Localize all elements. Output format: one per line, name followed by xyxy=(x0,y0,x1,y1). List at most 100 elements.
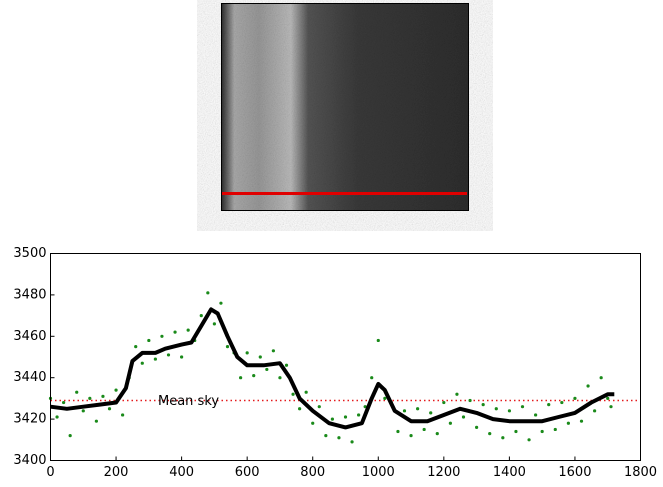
smoothed-line xyxy=(50,307,615,430)
x-tick-label: 1400 xyxy=(493,465,526,480)
data-point xyxy=(121,413,125,417)
data-point xyxy=(265,367,269,372)
data-point xyxy=(560,400,564,405)
data-point xyxy=(573,396,577,400)
data-point xyxy=(579,419,584,423)
data-point xyxy=(101,394,105,398)
data-point xyxy=(409,434,413,438)
data-point xyxy=(62,400,66,405)
y-tick-label: 3420 xyxy=(13,412,46,427)
y-tick-label: 3460 xyxy=(13,329,46,344)
data-point xyxy=(147,338,151,343)
data-point xyxy=(343,415,348,419)
data-point xyxy=(330,417,334,421)
data-point xyxy=(494,407,498,411)
data-point xyxy=(68,434,72,438)
data-point xyxy=(396,429,400,434)
data-point xyxy=(107,407,112,411)
data-point xyxy=(442,400,446,405)
data-point xyxy=(599,376,603,380)
x-tick-label: 200 xyxy=(104,465,129,480)
data-point xyxy=(402,409,407,413)
data-point xyxy=(461,415,466,419)
data-point xyxy=(88,396,92,400)
data-point xyxy=(304,390,308,394)
y-tick-label: 3440 xyxy=(13,370,46,385)
data-point xyxy=(514,429,518,434)
data-point xyxy=(475,425,479,429)
data-point xyxy=(284,363,289,367)
data-point xyxy=(278,376,282,380)
data-point xyxy=(501,436,505,440)
data-point xyxy=(540,429,544,434)
data-point xyxy=(520,405,525,409)
data-point xyxy=(140,361,144,365)
data-point xyxy=(173,330,177,334)
data-point xyxy=(153,357,157,361)
data-point xyxy=(383,396,387,400)
data-point xyxy=(507,409,511,413)
data-point xyxy=(245,351,249,355)
data-point xyxy=(606,396,610,400)
data-point xyxy=(586,384,590,388)
y-tick-label: 3500 xyxy=(13,246,46,261)
data-point xyxy=(94,419,98,423)
data-point xyxy=(422,427,426,432)
data-point xyxy=(134,345,138,349)
data-point xyxy=(212,322,216,326)
data-point xyxy=(252,374,256,378)
data-point xyxy=(317,405,321,409)
data-point xyxy=(609,405,613,409)
data-point xyxy=(298,407,302,411)
x-tick-label: 800 xyxy=(300,465,325,480)
x-tick-label: 400 xyxy=(169,465,194,480)
x-tick-label: 0 xyxy=(46,465,54,480)
data-point xyxy=(337,436,341,440)
data-point xyxy=(593,409,597,413)
data-point xyxy=(311,421,315,425)
data-point xyxy=(357,413,361,417)
data-point xyxy=(55,415,59,419)
data-point xyxy=(324,434,328,438)
data-point xyxy=(566,421,570,425)
data-point xyxy=(219,301,223,305)
data-point xyxy=(547,403,551,407)
image-frame xyxy=(221,3,469,211)
data-point xyxy=(199,314,203,318)
data-point xyxy=(468,398,472,403)
x-tick-label: 1600 xyxy=(558,465,591,480)
data-point xyxy=(376,338,380,343)
data-point xyxy=(186,328,190,332)
data-point xyxy=(429,411,433,415)
data-point xyxy=(350,440,354,444)
data-point xyxy=(166,353,171,357)
x-tick-label: 600 xyxy=(235,465,260,480)
data-point xyxy=(114,388,118,392)
data-point xyxy=(435,431,439,436)
data-point xyxy=(370,376,374,380)
y-tick-label: 3480 xyxy=(13,287,46,302)
data-point xyxy=(225,345,230,349)
annotation: Mean sky xyxy=(158,394,219,409)
data-point xyxy=(271,349,275,353)
data-point xyxy=(206,291,210,295)
data-point xyxy=(448,421,452,425)
data-point xyxy=(75,390,79,394)
y-tick-label: 3400 xyxy=(13,453,46,468)
data-point xyxy=(416,407,420,411)
sky-image xyxy=(221,3,469,211)
data-point xyxy=(291,392,295,396)
x-tick-label: 1000 xyxy=(362,465,395,480)
axes-frame xyxy=(50,253,641,461)
data-point xyxy=(180,355,184,359)
image xyxy=(222,4,468,210)
data-point xyxy=(527,438,531,442)
x-tick-label: 1800 xyxy=(624,465,657,480)
data-point xyxy=(160,334,164,338)
data-point xyxy=(488,431,492,436)
data-point xyxy=(239,376,243,380)
data-point xyxy=(553,427,557,432)
plot: 0 200 400 600 800 1000 1200 1400 1600 1800 3400 342… xyxy=(13,246,657,480)
